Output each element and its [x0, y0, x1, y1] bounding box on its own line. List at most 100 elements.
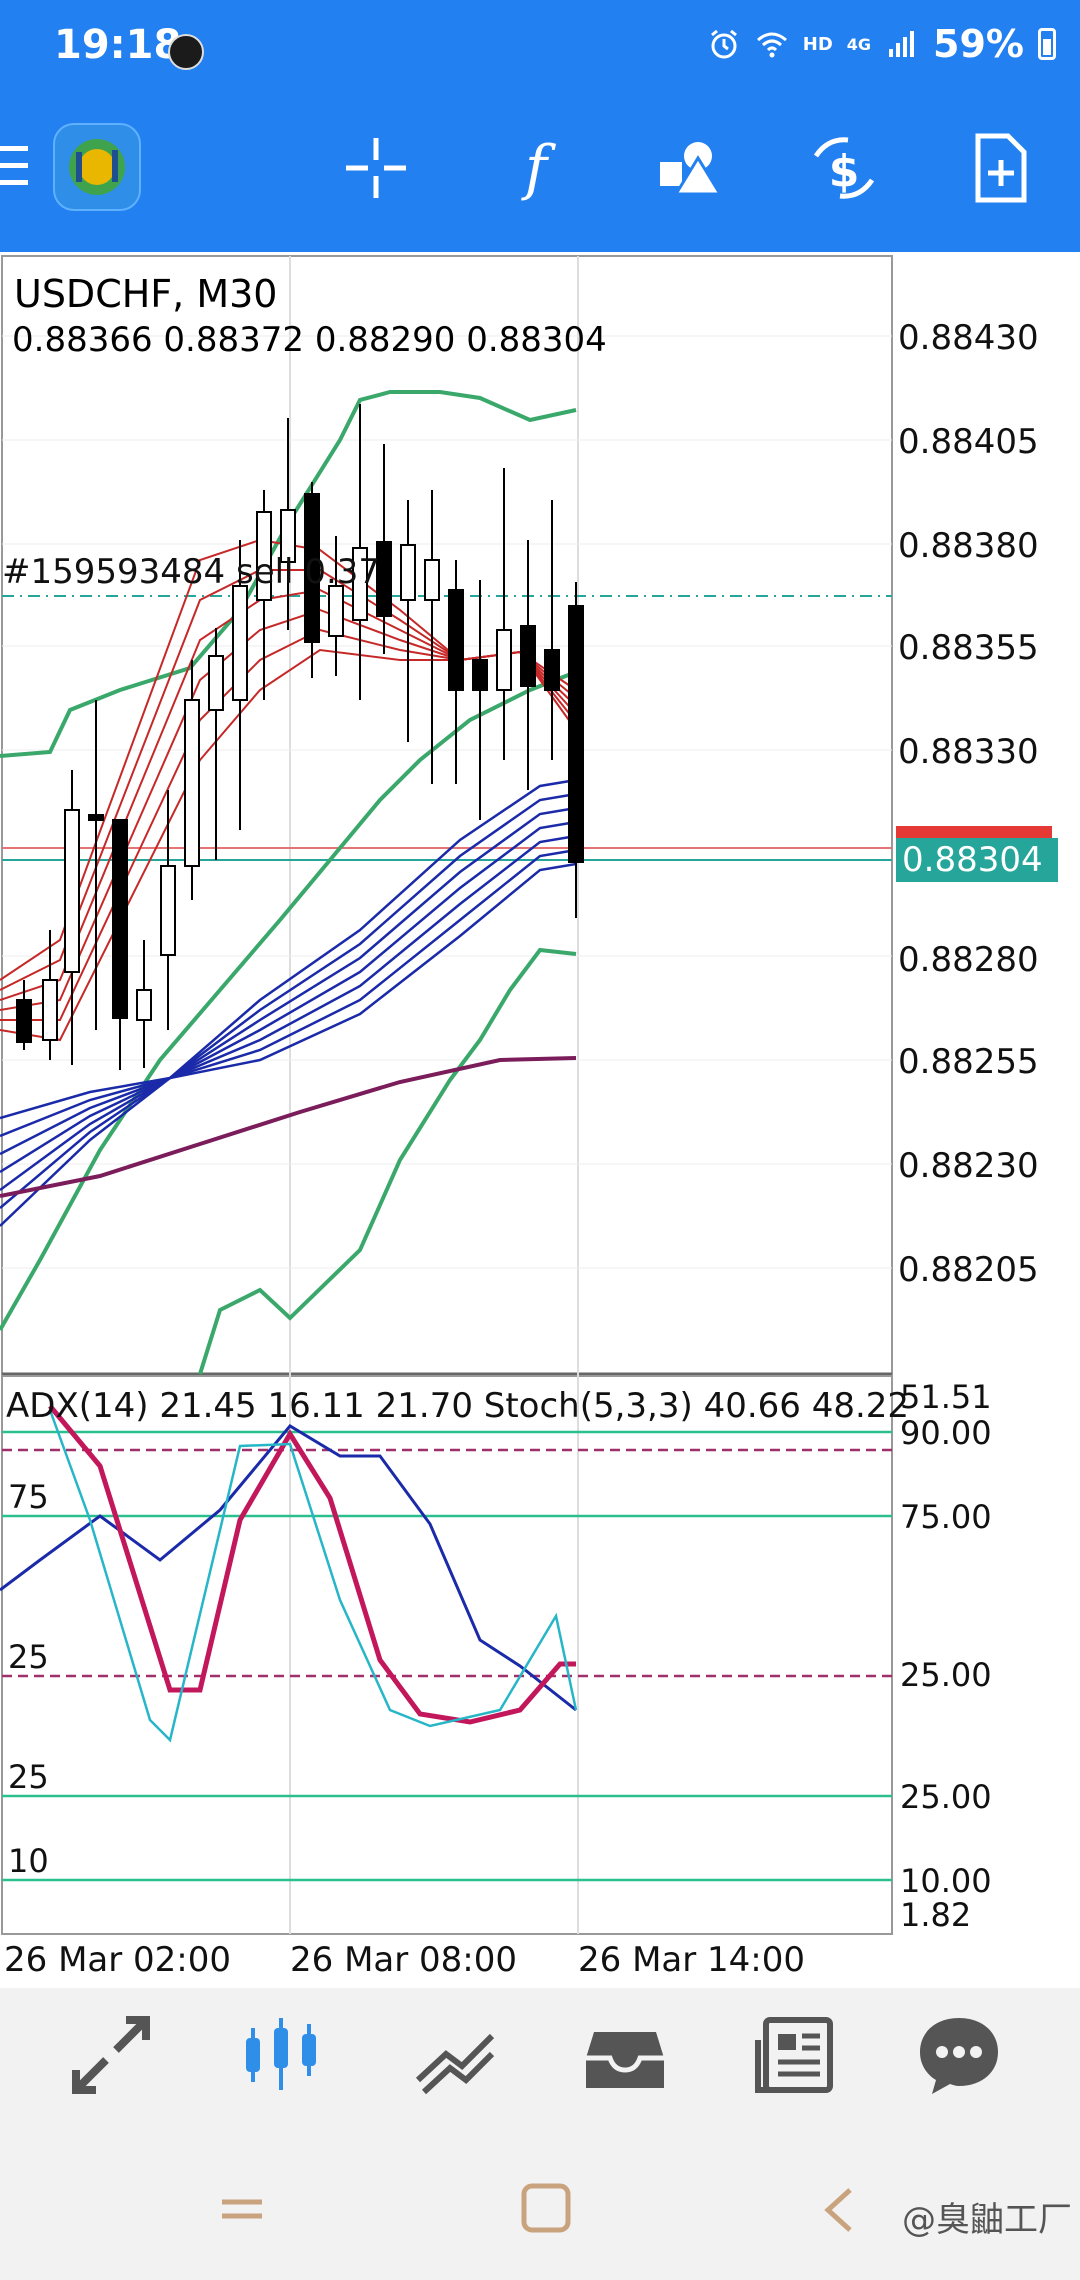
svg-text:$: $	[829, 146, 860, 197]
indicator-level-label: 25	[8, 1758, 49, 1796]
system-navigation-bar	[0, 2128, 1080, 2280]
bottom-navigation	[0, 1988, 1080, 2128]
status-right-group: HD 4G 59%	[707, 22, 1056, 66]
candle-body	[400, 544, 416, 601]
candle-body	[328, 585, 344, 637]
home-icon[interactable]	[518, 2180, 574, 2236]
trade-icon[interactable]: $	[808, 132, 880, 204]
notification-badge-icon	[168, 34, 204, 70]
svg-text:f: f	[521, 133, 557, 203]
price-axis-label: 0.88205	[898, 1250, 1039, 1290]
price-axis-label: 0.88380	[898, 526, 1039, 566]
price-axis-label: 0.88255	[898, 1042, 1039, 1082]
crosshair-icon[interactable]	[340, 132, 412, 204]
candle-body	[88, 814, 104, 821]
function-icon[interactable]: f	[500, 132, 572, 204]
chart-ohlc-values: 0.88366 0.88372 0.88290 0.88304	[12, 320, 607, 360]
candle-body	[16, 999, 32, 1043]
menu-icon[interactable]	[0, 142, 30, 192]
order-line-label[interactable]: #159593484 sell 0.37	[2, 552, 381, 592]
app-logo-icon[interactable]	[52, 122, 142, 212]
time-axis-label: 26 Mar 02:00	[4, 1940, 232, 1980]
new-order-icon[interactable]	[964, 132, 1036, 204]
bollinger-lower	[198, 947, 577, 1375]
indicator-level-label: 51.51	[900, 1378, 992, 1416]
trade-icon[interactable]	[410, 2010, 500, 2100]
network-gen-label: 4G	[846, 34, 872, 54]
price-axis-label: 0.88405	[898, 422, 1039, 462]
indicator-level-label: 75.00	[900, 1498, 992, 1536]
price-axis-label: 0.88355	[898, 628, 1039, 668]
candle-body	[448, 589, 464, 691]
indicator-legend: ADX(14) 21.45 16.11 21.70 Stoch(5,3,3) 4…	[6, 1386, 910, 1426]
bollinger-upper	[0, 390, 577, 758]
time-axis-label: 26 Mar 08:00	[290, 1940, 518, 1980]
ema-blue-line	[0, 792, 577, 1138]
app-top-bar: 19:18 HD 4G 59%	[0, 0, 1080, 252]
ema-blue-line	[0, 820, 577, 1174]
candle-body	[232, 585, 248, 701]
candle-body	[376, 541, 392, 617]
price-axis-label: 0.88230	[898, 1146, 1039, 1186]
candle-body	[424, 559, 440, 601]
candle-body	[568, 605, 584, 863]
ema-blue-line	[0, 834, 577, 1192]
battery-percent: 59%	[933, 22, 1024, 66]
recents-icon[interactable]	[216, 2184, 268, 2236]
ema-blue-line	[0, 848, 577, 1209]
news-icon[interactable]	[752, 2010, 842, 2100]
ema-blue-line	[0, 862, 577, 1227]
wifi-icon	[756, 32, 787, 58]
candle-body	[64, 809, 80, 973]
status-time: 19:18	[54, 22, 182, 68]
indicator-level-label: 75	[8, 1478, 49, 1516]
quotes-icon[interactable]	[66, 2010, 156, 2100]
indicator-level-label: 25	[8, 1638, 49, 1676]
candle-body	[256, 511, 272, 601]
price-axis-label: 0.88330	[898, 732, 1039, 772]
indicator-frame	[1, 1375, 893, 1935]
stoch-signal-line	[48, 1409, 578, 1743]
price-chart[interactable]	[0, 252, 1080, 1988]
signal-icon	[889, 31, 915, 57]
indicator-level-label: 10	[8, 1842, 49, 1880]
candle-body	[112, 819, 128, 1019]
adx-line	[0, 1424, 577, 1712]
price-axis-label: 0.88280	[898, 940, 1039, 980]
candle-body	[184, 699, 200, 867]
indicator-level-label: 1.82	[900, 1896, 972, 1934]
history-icon[interactable]	[580, 2010, 670, 2100]
objects-icon[interactable]	[654, 132, 726, 204]
candle-body	[472, 659, 488, 691]
network-hd-label: HD	[802, 33, 833, 55]
back-icon[interactable]	[818, 2184, 858, 2236]
ema-blue-line	[0, 778, 577, 1120]
ema-blue-line	[0, 806, 577, 1156]
candle-body	[208, 655, 224, 711]
indicator-level-label: 25.00	[900, 1656, 992, 1694]
candle-body	[136, 989, 152, 1021]
candle-body	[160, 865, 176, 956]
main-chart-frame	[1, 255, 893, 1375]
price-axis-label: 0.88430	[898, 318, 1039, 358]
alarm-icon	[710, 29, 737, 59]
candle-body	[304, 493, 320, 643]
candle-body	[544, 649, 560, 691]
chart-icon[interactable]	[236, 2010, 326, 2100]
candle-body	[280, 509, 296, 563]
watermark-text: @臭鼬工厂	[902, 2200, 1072, 2240]
indicator-level-label: 10.00	[900, 1862, 992, 1900]
stoch-main-line	[48, 1404, 576, 1725]
candle-body	[352, 547, 368, 621]
time-axis-label: 26 Mar 14:00	[578, 1940, 806, 1980]
messages-icon[interactable]	[914, 2010, 1004, 2100]
candle-body	[496, 629, 512, 691]
current-price-tag: 0.88304	[896, 838, 1058, 882]
chart-symbol-title: USDCHF, M30	[14, 272, 278, 316]
battery-icon	[1038, 28, 1056, 60]
candle-body	[520, 625, 536, 687]
candle-body	[42, 979, 58, 1041]
moving-average-line	[0, 1056, 577, 1198]
indicator-level-label: 25.00	[900, 1778, 992, 1816]
indicator-level-label: 90.00	[900, 1414, 992, 1452]
